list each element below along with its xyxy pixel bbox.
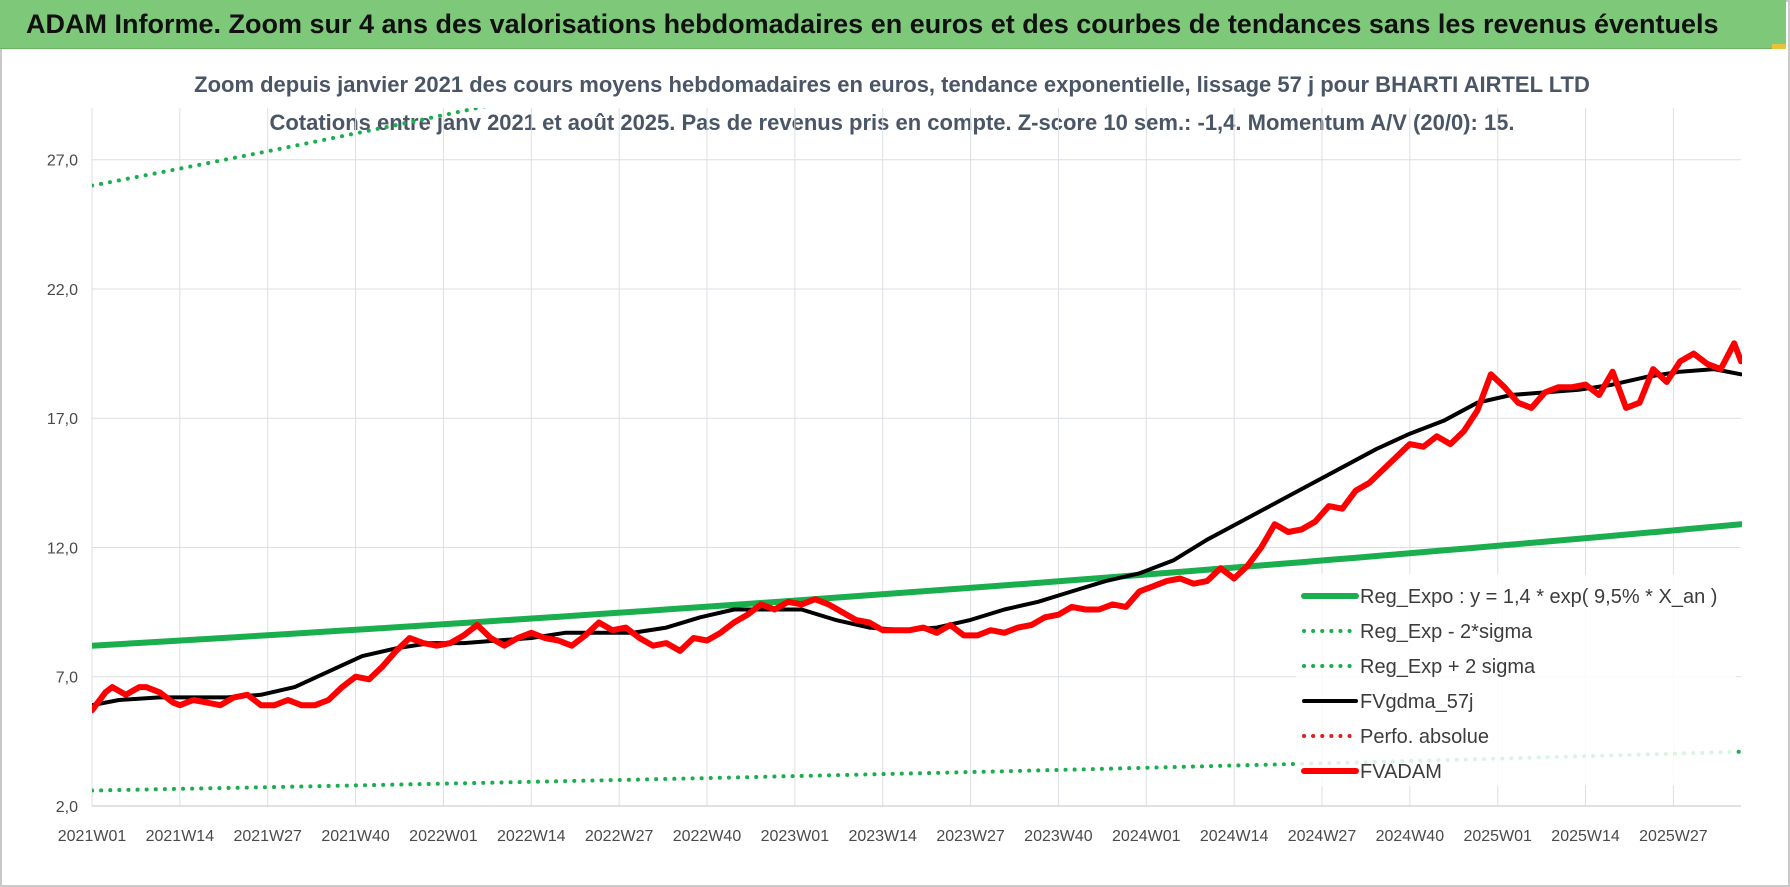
y-tick-label: 27,0 — [47, 153, 78, 170]
legend-background — [1296, 574, 1736, 786]
y-axis-ticks: 2,0 7,0 12,0 17,0 22,0 27,0 — [47, 153, 78, 816]
series-line-fvadam — [92, 340, 1742, 714]
x-tick-label: 2021W14 — [146, 828, 215, 845]
y-tick-label: 12,0 — [47, 540, 78, 557]
legend-entry: FVgdma_57j — [1360, 691, 1473, 713]
x-tick-label: 2021W01 — [58, 828, 127, 845]
legend: Reg_Expo : y = 1,4 * exp( 9,5% * X_an ) R… — [1296, 574, 1736, 786]
y-tick-label: 2,0 — [56, 799, 78, 816]
x-axis-ticks: 2021W01 2021W14 2021W27 2021W40 2022W01 2022W… — [58, 828, 1708, 845]
x-tick-label: 2022W27 — [585, 828, 654, 845]
legend-entry: FVADAM — [1360, 761, 1442, 783]
x-tick-label: 2022W14 — [497, 828, 566, 845]
x-tick-label: 2024W01 — [1112, 828, 1181, 845]
x-tick-label: 2024W14 — [1200, 828, 1269, 845]
series-line-reg-exp-2-sigma — [92, 108, 487, 188]
report-title: ADAM Informe. Zoom sur 4 ans des valoris… — [26, 9, 1719, 39]
y-tick-label: 7,0 — [56, 670, 78, 687]
legend-entry: Reg_Exp - 2*sigma — [1360, 621, 1533, 643]
chart-title: Zoom depuis janvier 2021 des cours moyen… — [194, 72, 1590, 97]
x-tick-label: 2025W01 — [1463, 828, 1532, 845]
x-tick-label: 2021W40 — [321, 828, 390, 845]
legend-entry: Perfo. absolue — [1360, 726, 1489, 748]
legend-entry: Reg_Exp + 2 sigma — [1360, 656, 1536, 678]
x-tick-label: 2023W27 — [936, 828, 1005, 845]
x-tick-label: 2022W01 — [409, 828, 478, 845]
x-tick-label: 2025W14 — [1551, 828, 1620, 845]
x-tick-label: 2023W01 — [761, 828, 830, 845]
y-tick-label: 22,0 — [47, 282, 78, 299]
x-tick-label: 2023W40 — [1024, 828, 1093, 845]
chart-subtitle: Cotations entre janv 2021 et août 2025. … — [269, 110, 1514, 135]
legend-entry: Reg_Expo : y = 1,4 * exp( 9,5% * X_an ) — [1360, 586, 1717, 608]
y-tick-label: 17,0 — [47, 411, 78, 428]
x-tick-label: 2023W14 — [848, 828, 917, 845]
report-banner: ADAM Informe. Zoom sur 4 ans des valoris… — [0, 0, 1786, 49]
x-tick-label: 2024W27 — [1288, 828, 1357, 845]
x-tick-label: 2022W40 — [673, 828, 742, 845]
banner-accent — [1772, 44, 1786, 49]
x-tick-label: 2021W27 — [233, 828, 302, 845]
series-group — [92, 108, 1742, 793]
series-line-reg-expo-y-1-4-exp-9-5-x-an — [92, 521, 1742, 649]
x-tick-label: 2025W27 — [1639, 828, 1708, 845]
x-tick-label: 2024W40 — [1376, 828, 1445, 845]
